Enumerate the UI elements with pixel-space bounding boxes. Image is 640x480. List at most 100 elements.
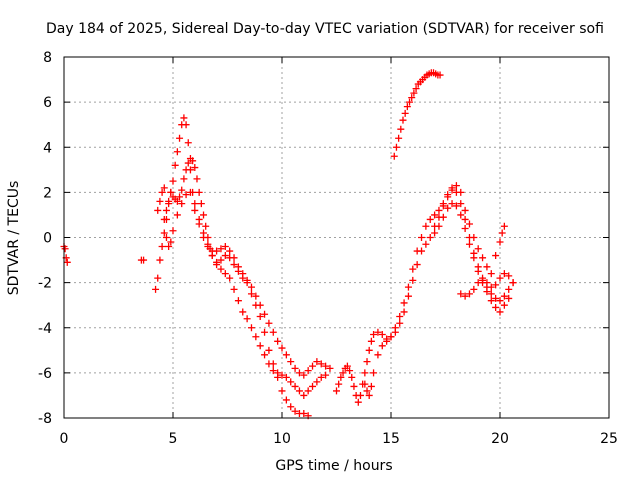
- data-point: [226, 274, 234, 282]
- data-point: [162, 206, 170, 214]
- data-point: [221, 270, 229, 278]
- data-point: [178, 186, 186, 194]
- data-point: [492, 281, 500, 289]
- data-point: [395, 134, 403, 142]
- data-point: [426, 215, 434, 223]
- x-tick-label: 25: [600, 431, 618, 447]
- data-point: [191, 164, 199, 172]
- data-point: [300, 371, 308, 379]
- data-point: [195, 215, 203, 223]
- data-point: [221, 243, 229, 251]
- data-point: [483, 263, 491, 271]
- data-point: [492, 252, 500, 260]
- data-point: [444, 204, 452, 212]
- data-point: [184, 139, 192, 147]
- data-point: [182, 121, 190, 129]
- data-point: [470, 234, 478, 241]
- data-point: [348, 373, 356, 381]
- data-point: [461, 224, 469, 232]
- data-point: [313, 358, 321, 366]
- data-point: [465, 220, 473, 228]
- data-point: [322, 371, 330, 379]
- data-point: [505, 294, 513, 302]
- data-point: [400, 308, 408, 316]
- data-point: [500, 270, 508, 278]
- data-point: [487, 270, 495, 278]
- data-point: [217, 265, 225, 273]
- data-point: [470, 285, 478, 293]
- x-tick-label: 5: [169, 431, 178, 447]
- data-point: [422, 222, 430, 230]
- data-point: [487, 283, 495, 291]
- x-tick-label: 10: [273, 431, 291, 447]
- data-point: [165, 243, 173, 251]
- data-point: [461, 292, 469, 300]
- data-point: [186, 166, 194, 174]
- x-tick-label: 15: [382, 431, 400, 447]
- y-tick-label: 2: [43, 185, 52, 201]
- data-point: [457, 200, 465, 208]
- data-point: [300, 409, 308, 417]
- data-point: [291, 407, 299, 415]
- data-point: [496, 238, 504, 246]
- data-point: [63, 258, 71, 266]
- data-point: [496, 308, 504, 316]
- y-tick-label: -8: [38, 411, 52, 427]
- data-point: [287, 378, 295, 386]
- data-point: [191, 200, 199, 208]
- data-point: [470, 254, 478, 262]
- data-point: [509, 279, 517, 287]
- data-point: [230, 285, 238, 293]
- data-point: [165, 197, 173, 205]
- data-point: [61, 245, 69, 253]
- x-axis-label: GPS time / hours: [275, 458, 392, 474]
- data-point: [370, 369, 378, 377]
- data-point: [195, 188, 203, 196]
- data-point: [435, 213, 443, 221]
- data-point: [496, 274, 504, 282]
- data-point: [317, 360, 325, 368]
- data-point: [418, 247, 426, 255]
- data-point: [269, 367, 277, 375]
- x-tick-label: 0: [60, 431, 69, 447]
- data-point: [444, 193, 452, 201]
- data-point: [261, 310, 269, 318]
- data-point: [178, 200, 186, 208]
- data-point: [173, 197, 181, 205]
- data-point: [295, 387, 303, 395]
- data-point: [406, 98, 414, 106]
- data-point: [234, 263, 242, 271]
- data-points: [60, 69, 517, 420]
- data-point: [261, 328, 269, 336]
- data-point: [350, 382, 358, 390]
- data-point: [400, 299, 408, 307]
- data-point: [282, 373, 290, 381]
- series-seg5: [154, 184, 330, 399]
- data-point: [335, 380, 343, 388]
- y-axis-label: SDTVAR / TECUs: [6, 181, 22, 296]
- data-point: [457, 211, 465, 219]
- data-point: [439, 202, 447, 210]
- data-point: [498, 229, 506, 237]
- data-point: [269, 328, 277, 336]
- data-point: [304, 387, 312, 395]
- data-point: [408, 94, 416, 102]
- data-point: [167, 188, 175, 196]
- data-point: [234, 297, 242, 305]
- data-point: [500, 222, 508, 230]
- data-point: [274, 337, 282, 345]
- data-point: [140, 256, 148, 264]
- data-point: [230, 254, 238, 262]
- data-point: [465, 290, 473, 298]
- data-point: [278, 371, 286, 379]
- data-point: [243, 315, 251, 323]
- data-point: [461, 206, 469, 214]
- data-point: [361, 369, 369, 377]
- data-point: [282, 396, 290, 404]
- data-point: [213, 247, 221, 255]
- data-point: [313, 378, 321, 386]
- data-point: [173, 148, 181, 156]
- data-point: [176, 134, 184, 142]
- chart-title: Day 184 of 2025, Sidereal Day-to-day VTE…: [46, 21, 604, 37]
